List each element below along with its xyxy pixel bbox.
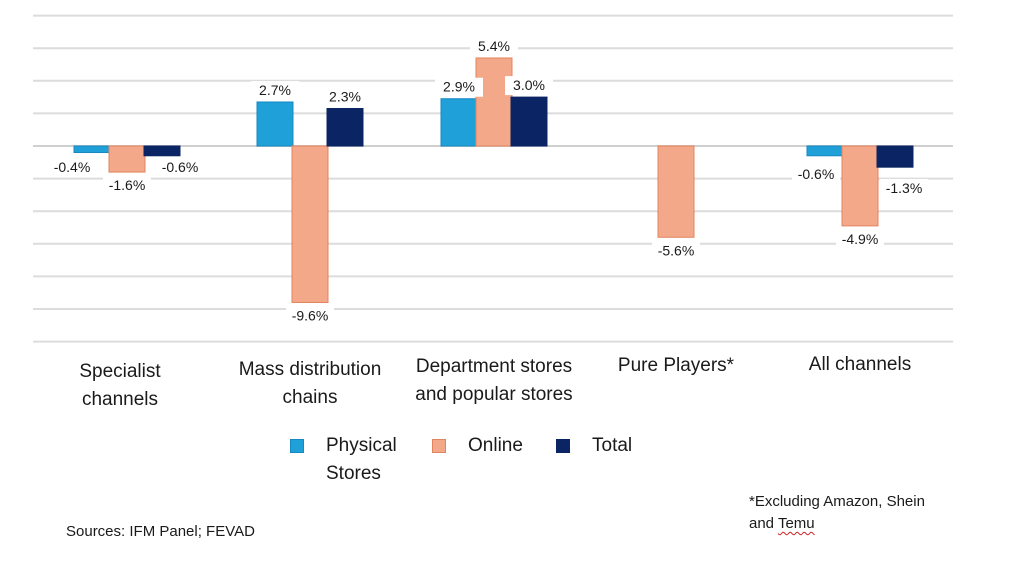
- data-label: -0.4%: [54, 159, 91, 175]
- category-label-line: channels: [81, 389, 159, 410]
- bar-chart: -0.4% 2.7% 2.9% -0.6% -1.6% -9.6% 5.4% -5.6% -4.…: [33, 14, 953, 343]
- bar-online-2: [475, 57, 513, 147]
- data-label: -4.9%: [842, 231, 879, 247]
- legend-swatch-total: [556, 439, 570, 453]
- bar-total-1: [326, 108, 364, 147]
- data-label: 5.4%: [478, 38, 510, 54]
- bar-online-3: [657, 145, 695, 238]
- category-label: Mass distribution chains: [200, 356, 420, 412]
- data-label-bg: [286, 306, 334, 326]
- bar-total-0: [143, 145, 181, 157]
- data-label: -1.3%: [886, 180, 923, 196]
- category-label-line: chains: [282, 387, 338, 408]
- data-label-bg: [103, 176, 151, 196]
- category-label-line: Pure Players*: [617, 355, 735, 376]
- category-label-line: Mass distribution: [238, 359, 382, 380]
- category-label-line: and popular stores: [415, 384, 573, 405]
- bar-total-2: [510, 96, 548, 147]
- data-label: 2.7%: [259, 82, 291, 98]
- bar-online-1: [291, 145, 329, 303]
- data-label-bg: [321, 87, 369, 107]
- bar-total-4: [876, 145, 914, 168]
- data-label: -0.6%: [162, 159, 199, 175]
- data-label-bg: [880, 179, 928, 198]
- bars: [73, 57, 914, 303]
- legend: Physical Stores Online Total: [290, 432, 710, 492]
- category-label: Specialist channels: [10, 358, 230, 414]
- legend-label-line-2: Stores: [326, 463, 381, 484]
- bar-online-4: [841, 145, 879, 227]
- exclusion-footnote: *Excluding Amazon, Shein and Temu: [749, 491, 925, 535]
- data-label-bg: [470, 36, 518, 56]
- category-label: Department stores and popular stores: [384, 353, 604, 409]
- sources-note: Sources: IFM Panel; FEVAD: [66, 523, 255, 540]
- category-label-line: Department stores: [415, 356, 573, 377]
- bar-physical-stores-4: [806, 145, 844, 157]
- bar-physical-stores-1: [256, 101, 294, 147]
- category-label-line: All channels: [808, 354, 912, 375]
- bar-physical-stores-2: [440, 98, 478, 147]
- data-label: -9.6%: [292, 307, 329, 323]
- data-label-bg: [836, 229, 884, 249]
- data-label: 2.9%: [443, 79, 475, 95]
- data-label: 3.0%: [513, 77, 545, 93]
- exclusion-line-2-prefix: and: [749, 515, 778, 532]
- legend-label-physical-stores: Physical Stores: [326, 432, 416, 488]
- exclusion-temu: Temu: [777, 515, 815, 532]
- data-label-bg: [792, 165, 840, 184]
- legend-swatch-physical-stores: [290, 439, 304, 453]
- category-label-line: Specialist: [79, 361, 161, 382]
- category-label: All channels: [750, 351, 970, 379]
- data-label-bg: [251, 80, 299, 100]
- data-label-bg: [48, 158, 96, 177]
- bar-physical-stores-0: [73, 145, 111, 154]
- legend-label-online: Online: [468, 435, 523, 456]
- data-label: -0.6%: [798, 166, 835, 182]
- exclusion-line-1: *Excluding Amazon, Shein: [749, 493, 925, 510]
- data-label: 2.3%: [329, 89, 361, 105]
- data-label-bg: [652, 241, 700, 261]
- legend-label-line-1: Physical: [326, 435, 397, 456]
- bar-online-0: [108, 145, 146, 173]
- data-label-bg: [156, 158, 204, 177]
- data-labels: -0.4% 2.7% 2.9% -0.6% -1.6% -9.6% 5.4% -5.6% -4.…: [48, 36, 928, 326]
- gridlines: [33, 14, 953, 343]
- legend-swatch-online: [432, 439, 446, 453]
- legend-label-total: Total: [592, 435, 633, 456]
- category-label: Pure Players*: [566, 352, 786, 380]
- data-label: -1.6%: [109, 177, 146, 193]
- data-label: -5.6%: [658, 242, 695, 258]
- data-label-bg: [505, 76, 553, 96]
- data-label-bg: [435, 77, 483, 97]
